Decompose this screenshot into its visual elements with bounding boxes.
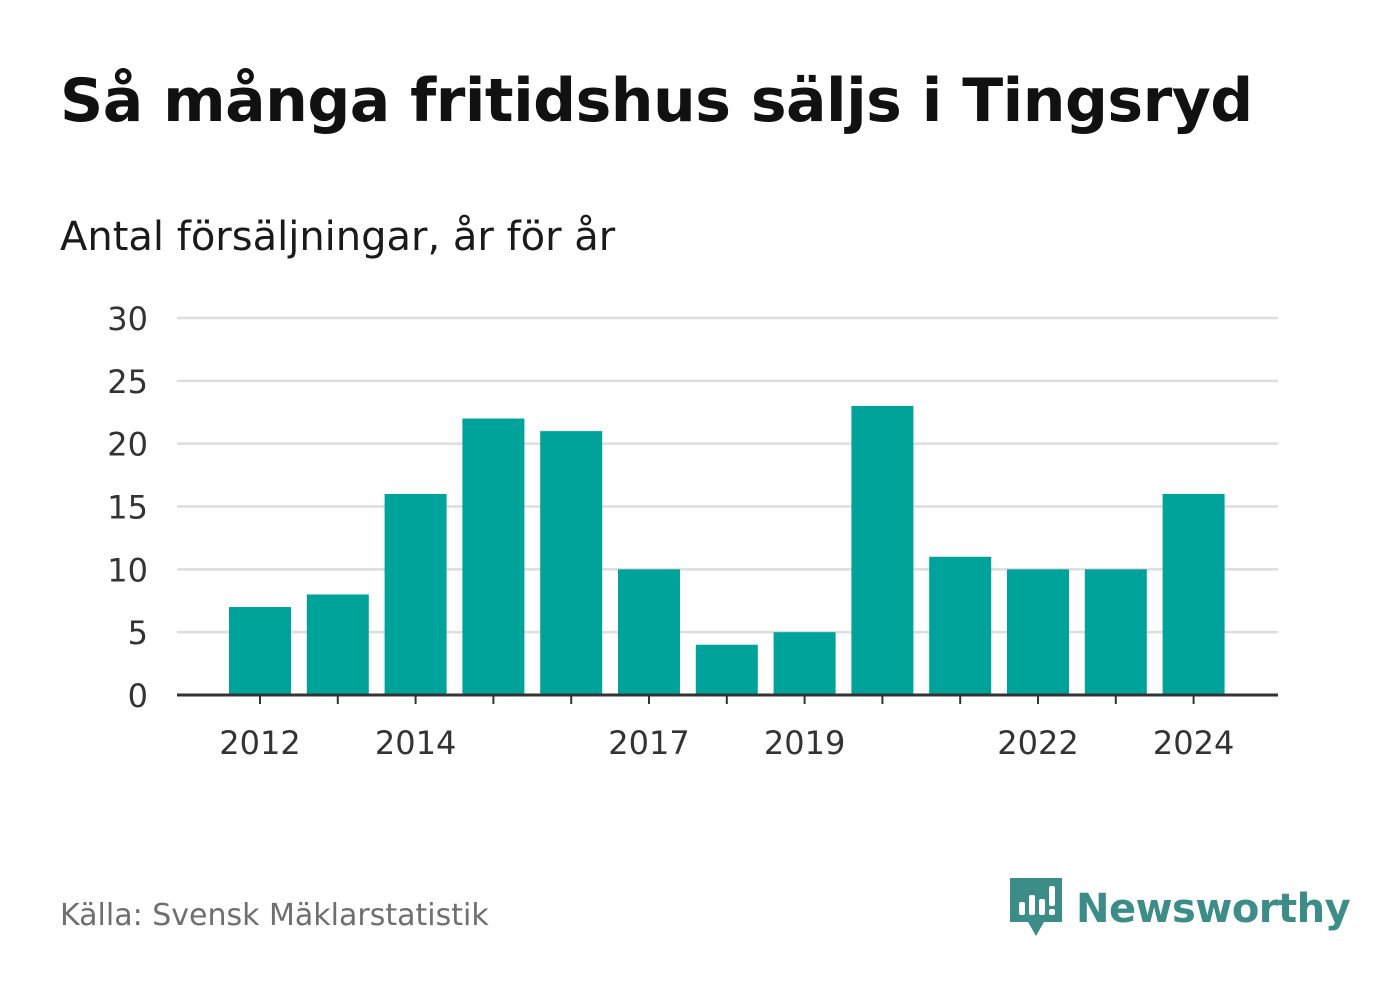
bar xyxy=(462,418,525,695)
x-tick-label: 2019 xyxy=(764,724,845,762)
chart-title: Så många fritidshus säljs i Tingsryd xyxy=(60,66,1253,136)
bar-chart: 0 5 10 15 20 25 30 2012 2014 2017 2019 2022 2024 xyxy=(107,300,1278,762)
bar xyxy=(929,556,992,695)
y-tick-label: 0 xyxy=(128,677,148,715)
x-tick-label: 2017 xyxy=(608,724,689,762)
bar xyxy=(695,644,758,695)
chart-subtitle: Antal försäljningar, år för år xyxy=(60,214,616,260)
x-tick-label: 2012 xyxy=(219,724,300,762)
x-tick-label: 2014 xyxy=(375,724,456,762)
bar xyxy=(618,569,680,695)
bar xyxy=(306,594,369,695)
newsworthy-logo-icon xyxy=(1010,878,1062,936)
y-tick-label: 30 xyxy=(107,300,148,338)
bar xyxy=(773,632,836,695)
y-tick-label: 10 xyxy=(107,551,148,589)
x-axis-ticks: 2012 2014 2017 2019 2022 2024 xyxy=(219,695,1234,762)
y-axis-ticks: 0 5 10 15 20 25 30 xyxy=(107,300,148,715)
y-tick-label: 15 xyxy=(107,489,148,527)
source-note: Källa: Svensk Mäklarstatistik xyxy=(60,898,489,933)
bar xyxy=(1007,569,1069,695)
y-tick-label: 5 xyxy=(128,614,148,652)
bar xyxy=(851,405,914,695)
y-tick-label: 20 xyxy=(107,426,148,464)
y-tick-label: 25 xyxy=(107,363,148,401)
brand: Newsworthy xyxy=(1010,878,1351,940)
x-tick-label: 2024 xyxy=(1153,724,1234,762)
bar xyxy=(229,607,291,695)
bars xyxy=(229,405,1225,695)
bar xyxy=(540,431,603,695)
bar xyxy=(1084,569,1147,695)
x-tick-label: 2022 xyxy=(997,724,1078,762)
bar xyxy=(384,493,447,695)
brand-name: Newsworthy xyxy=(1076,886,1351,932)
bar xyxy=(1162,493,1225,695)
